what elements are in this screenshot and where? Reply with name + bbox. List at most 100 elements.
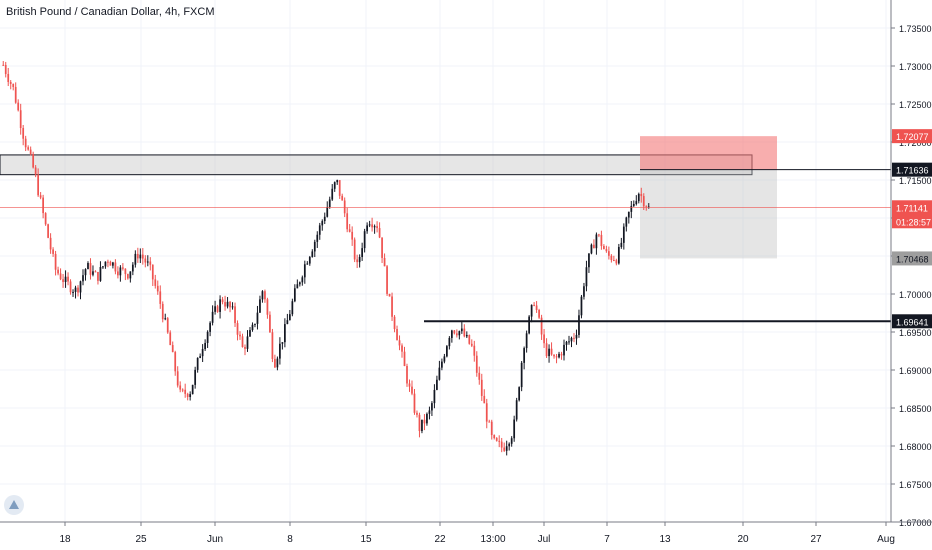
candle-body — [458, 331, 461, 336]
candle-body — [321, 221, 324, 226]
candle-body — [540, 317, 543, 335]
candle-body — [181, 389, 184, 391]
candle-body — [184, 389, 187, 394]
candle-body — [351, 231, 354, 240]
candle-body — [413, 393, 416, 413]
candle-body — [52, 249, 54, 254]
candle-body — [538, 309, 540, 318]
candle-body — [421, 419, 423, 432]
candle-body — [518, 387, 521, 401]
candle-body — [617, 246, 620, 264]
candle-body — [189, 394, 192, 398]
candle-body — [560, 353, 563, 356]
candle-body — [525, 333, 528, 349]
candle-body — [520, 362, 523, 388]
candle-body — [353, 239, 356, 260]
candle-body — [236, 323, 239, 335]
candle-body — [348, 229, 351, 232]
candle-body — [570, 337, 573, 342]
candle-body — [508, 443, 511, 447]
candle-body — [483, 395, 486, 404]
candle-body — [221, 299, 224, 303]
candle-body — [473, 345, 476, 356]
candle-body — [97, 272, 99, 281]
candle-body — [431, 403, 433, 411]
y-tick-label: 1.67000 — [899, 518, 932, 528]
candle-body — [241, 336, 244, 348]
candle-body — [176, 371, 179, 386]
candle-body — [341, 195, 344, 201]
price-label: 1.71141 — [896, 203, 928, 213]
candle-body — [254, 323, 256, 325]
candle-body — [57, 269, 59, 274]
candle-body — [174, 352, 177, 372]
y-tick-label: 1.73500 — [899, 24, 932, 34]
candle-body — [548, 348, 550, 357]
candle-body — [159, 291, 162, 304]
candle-body — [79, 281, 82, 293]
candle-body — [9, 81, 12, 84]
candle-body — [376, 226, 378, 229]
candle-body — [84, 269, 87, 276]
candle-body — [194, 369, 197, 385]
candle-body — [72, 291, 74, 293]
candle-body — [264, 291, 266, 300]
candle-body — [478, 372, 481, 380]
candle-body — [373, 226, 376, 228]
candle-body — [433, 389, 436, 404]
candle-body — [199, 356, 202, 358]
x-tick-label: Jul — [538, 534, 551, 545]
candle-body — [398, 340, 401, 346]
candle-body — [94, 271, 97, 273]
candle-body — [406, 366, 408, 384]
candle-body — [505, 446, 508, 451]
candle-body — [24, 138, 27, 148]
candle-body — [331, 188, 334, 200]
candle-body — [416, 412, 418, 415]
candle-body — [12, 83, 15, 87]
candle-body — [441, 361, 443, 368]
candle-body — [598, 234, 600, 236]
candle-body — [42, 197, 44, 214]
price-label: 1.72077 — [896, 132, 929, 142]
candle-body — [490, 421, 493, 436]
candle-body — [204, 342, 206, 350]
candle-body — [64, 276, 67, 283]
candle-body — [74, 287, 77, 292]
x-tick-label: 22 — [434, 534, 446, 545]
candle-body — [465, 334, 468, 337]
candle-body — [102, 266, 104, 268]
candle-body — [161, 303, 164, 320]
x-tick-label: 27 — [810, 534, 822, 545]
candle-body — [296, 284, 299, 289]
candle-body — [470, 343, 473, 346]
candle-body — [637, 193, 640, 202]
candle-body — [274, 358, 276, 368]
candle-body — [356, 259, 359, 263]
candle-body — [326, 207, 329, 217]
candle-body — [224, 302, 226, 307]
candle-body — [301, 277, 304, 283]
chart-title: British Pound / Canadian Dollar, 4h, FXC… — [6, 6, 215, 18]
candle-body — [47, 224, 49, 238]
candle-body — [368, 224, 371, 226]
candle-body — [122, 267, 124, 269]
candle-body — [386, 266, 388, 294]
candle-body — [498, 440, 501, 442]
candle-body — [37, 174, 40, 196]
price-label: 1.70468 — [896, 254, 929, 264]
candle-body — [645, 206, 648, 208]
x-tick-label: 7 — [604, 534, 610, 545]
stop-loss-box — [640, 136, 777, 170]
y-tick-label: 1.67500 — [899, 480, 932, 490]
candle-body — [480, 379, 483, 396]
candle-body — [303, 264, 306, 278]
candle-body — [19, 110, 22, 129]
candle-body — [92, 271, 94, 275]
tradingview-logo-icon[interactable] — [4, 495, 24, 515]
candle-body — [485, 403, 488, 422]
candle-body — [423, 419, 426, 424]
candle-body — [558, 353, 560, 358]
